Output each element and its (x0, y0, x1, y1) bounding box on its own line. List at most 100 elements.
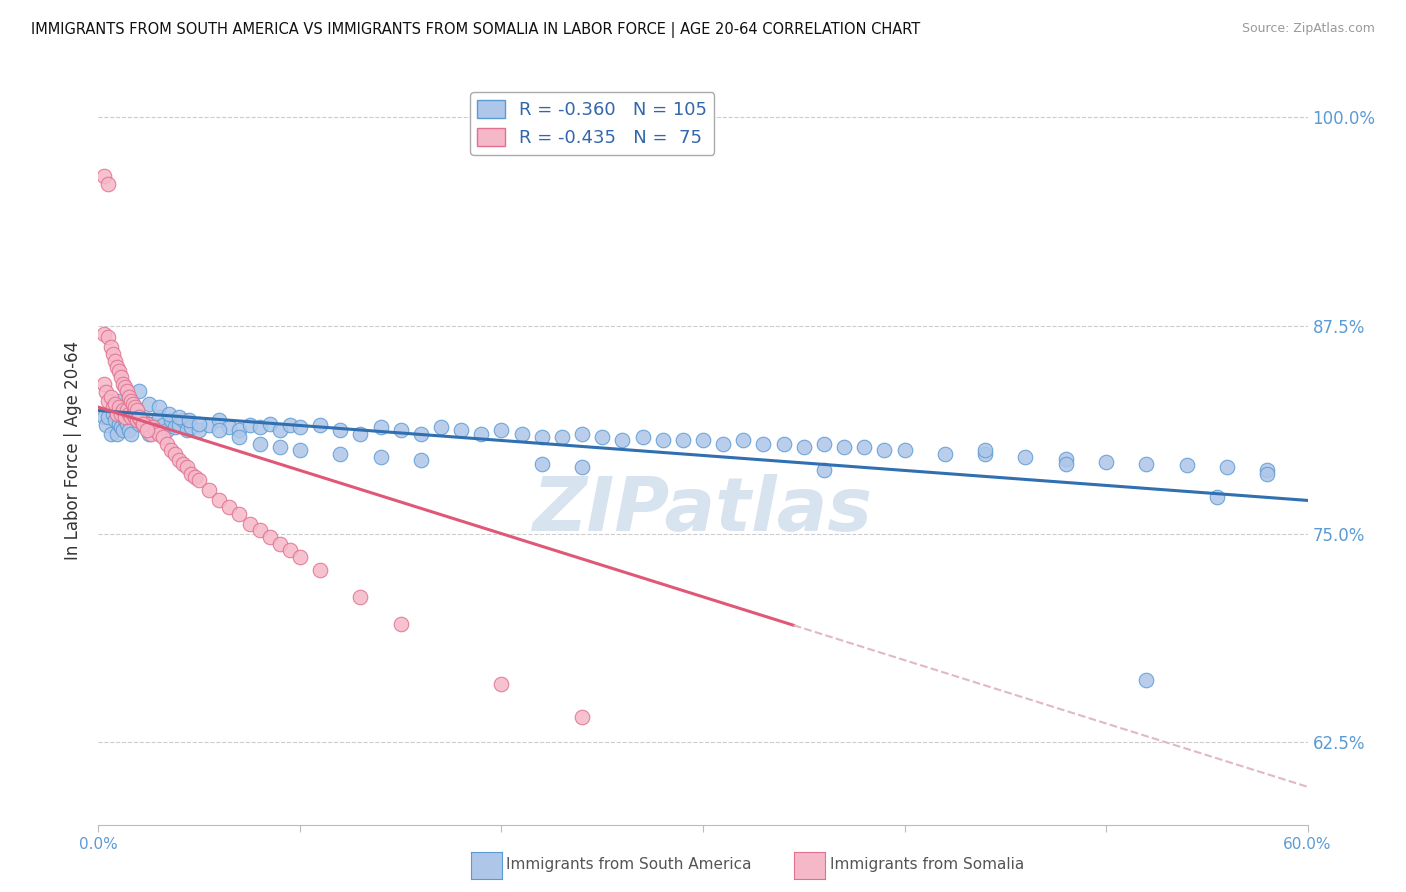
Point (120, 410, 142, 425)
Point (172, 413, 194, 427)
Point (409, 453, 432, 467)
Point (132, 417, 155, 431)
Point (430, 420, 453, 434)
Point (571, 426, 593, 441)
Point (208, 413, 231, 427)
Point (278, 543, 301, 558)
Point (115, 384, 138, 398)
Text: IMMIGRANTS FROM SOUTH AMERICA VS IMMIGRANTS FROM SOMALIA IN LABOR FORCE | AGE 20: IMMIGRANTS FROM SOUTH AMERICA VS IMMIGRA… (31, 22, 920, 38)
Point (974, 447, 997, 461)
Point (228, 507, 250, 521)
Point (530, 430, 553, 444)
Point (107, 400, 129, 414)
Point (167, 453, 190, 467)
Point (1175, 458, 1198, 473)
Point (103, 397, 125, 411)
Point (470, 426, 492, 441)
Point (259, 417, 281, 431)
Point (530, 457, 553, 471)
Point (389, 616, 412, 631)
Point (160, 443, 183, 458)
Point (138, 397, 160, 411)
Point (110, 420, 132, 434)
Point (157, 407, 180, 421)
Point (1256, 467, 1278, 481)
Point (172, 457, 194, 471)
Point (124, 410, 146, 425)
Point (152, 418, 174, 433)
Text: ZIPatlas: ZIPatlas (533, 474, 873, 547)
Point (188, 424, 211, 438)
Point (105, 407, 128, 421)
Point (631, 430, 654, 444)
Point (269, 537, 291, 551)
Point (101, 347, 124, 361)
Point (198, 483, 221, 498)
Point (152, 430, 174, 444)
Point (114, 413, 136, 427)
Point (167, 410, 190, 425)
Point (249, 524, 271, 538)
Point (135, 420, 157, 434)
Point (118, 390, 141, 404)
Y-axis label: In Labor Force | Age 20-64: In Labor Force | Age 20-64 (65, 341, 83, 560)
Point (278, 418, 301, 433)
Point (148, 400, 170, 414)
Point (208, 424, 231, 438)
Point (93, 376, 115, 391)
Point (179, 413, 201, 427)
Point (96, 385, 118, 400)
Point (1206, 490, 1229, 504)
Point (1054, 457, 1077, 471)
Point (692, 434, 714, 448)
Point (309, 418, 332, 433)
Point (370, 880, 392, 892)
Point (1095, 455, 1118, 469)
Point (176, 424, 198, 438)
Point (184, 470, 207, 484)
Point (329, 424, 352, 438)
Point (239, 516, 262, 531)
Point (228, 430, 250, 444)
Point (733, 434, 755, 448)
Point (128, 384, 150, 398)
Point (128, 410, 150, 425)
Point (139, 426, 162, 441)
Point (132, 413, 155, 427)
Point (934, 447, 956, 461)
Text: Immigrants from South America: Immigrants from South America (506, 857, 752, 872)
Point (114, 380, 136, 394)
Point (1135, 457, 1157, 471)
Point (180, 467, 202, 481)
Text: Source: ZipAtlas.com: Source: ZipAtlas.com (1241, 22, 1375, 36)
Point (101, 400, 124, 414)
Point (772, 437, 794, 451)
Point (176, 460, 198, 475)
Point (752, 437, 775, 451)
Point (873, 443, 896, 458)
Point (551, 430, 574, 444)
Legend: R = -0.360   N = 105, R = -0.435   N =  75: R = -0.360 N = 105, R = -0.435 N = 75 (470, 93, 714, 154)
Point (198, 418, 221, 433)
Point (118, 407, 141, 421)
Point (107, 393, 129, 408)
Point (121, 407, 143, 421)
Point (100, 426, 122, 441)
Point (239, 418, 262, 433)
Point (571, 710, 593, 724)
Point (139, 417, 162, 431)
Point (115, 403, 138, 417)
Point (1216, 460, 1239, 475)
Point (97, 330, 120, 344)
Point (218, 420, 240, 434)
Point (1054, 451, 1077, 466)
Point (349, 590, 371, 604)
Point (156, 424, 179, 438)
Point (1135, 673, 1157, 688)
Point (103, 353, 125, 368)
Point (389, 424, 412, 438)
Point (97, 393, 120, 408)
Point (120, 393, 142, 408)
Point (571, 460, 593, 475)
Point (163, 420, 186, 434)
